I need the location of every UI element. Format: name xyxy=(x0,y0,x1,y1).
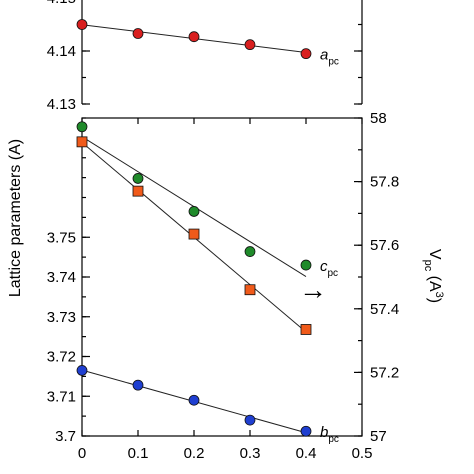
bottom-y-tick-label: 3.75 xyxy=(47,229,76,246)
x-axis-label: x xyxy=(222,471,230,474)
x-tick-label: 0.2 xyxy=(184,445,205,462)
y2-label-unit: (A xyxy=(426,271,443,292)
bottom-y-tick-label: 3.72 xyxy=(47,349,76,366)
data-point-circle xyxy=(244,39,256,51)
data-point-square xyxy=(244,284,256,296)
x-tick-label: 0.5 xyxy=(352,445,373,462)
y2-tick-label: 57.6 xyxy=(370,237,399,254)
data-point-circle xyxy=(300,48,312,60)
data-point-circle xyxy=(76,365,88,376)
bottom-y-tick-label: 3.7 xyxy=(55,428,76,445)
data-point-circle xyxy=(300,259,312,271)
x-tick-label: 0 xyxy=(78,445,86,462)
top-y-tick-label: 4.15 xyxy=(47,0,76,7)
y2-tick-label: 57 xyxy=(370,428,387,445)
data-point-circle xyxy=(132,173,144,184)
data-point-circle xyxy=(244,246,256,257)
series-label: bpc xyxy=(320,424,339,445)
bottom-y-tick-label: 3.71 xyxy=(47,388,76,405)
data-point-square xyxy=(300,324,312,335)
x-tick-label: 0.4 xyxy=(296,445,317,462)
bottom-y-tick-label: 3.74 xyxy=(47,269,76,286)
bottom-panel: 3.7 3.71 3.72 3.73 3.74 3.75 57 57.2 57.4 57.6 57… xyxy=(47,110,399,462)
top-panel: 4.13 4.14 4.15 apc xyxy=(47,0,363,113)
y2-axis-label: Vpc (A3) xyxy=(422,249,445,303)
y2-tick-label: 57.2 xyxy=(370,364,399,381)
top-y-tick-label: 4.14 xyxy=(47,43,76,60)
data-point-circle xyxy=(188,206,200,217)
bottom-y-tick-label: 3.73 xyxy=(47,309,76,326)
data-point-circle xyxy=(188,31,200,43)
y2-tick-label: 57.8 xyxy=(370,174,399,191)
data-point-circle xyxy=(132,379,144,391)
y2-label-unit-sup: 3 xyxy=(433,292,445,298)
y2-label-main: V xyxy=(426,249,443,260)
y2-tick-label: 58 xyxy=(370,110,387,127)
svg-text:Vpc (A3): Vpc (A3) xyxy=(422,249,445,303)
series-label: cpc xyxy=(320,258,338,279)
series-label: apc xyxy=(320,47,339,68)
data-point-square xyxy=(188,228,200,240)
data-point-circle xyxy=(300,425,312,437)
y2-tick-label: 57.4 xyxy=(370,301,399,318)
y2-label-close: ) xyxy=(426,298,443,303)
x-tick-label: 0.1 xyxy=(128,445,149,462)
y2-label-sub: pc xyxy=(422,260,434,272)
right-axis-arrow: → xyxy=(299,274,327,305)
data-point-square xyxy=(132,185,144,197)
data-point-circle xyxy=(244,414,256,426)
data-point-square xyxy=(76,136,88,148)
data-point-circle xyxy=(76,19,88,30)
data-point-circle xyxy=(132,28,144,39)
data-point-circle xyxy=(188,394,200,406)
top-y-tick-label: 4.13 xyxy=(47,96,76,113)
x-tick-label: 0.3 xyxy=(240,445,261,462)
y-axis-label: Lattice parameters (A) xyxy=(7,139,24,297)
data-point-circle xyxy=(76,121,88,133)
